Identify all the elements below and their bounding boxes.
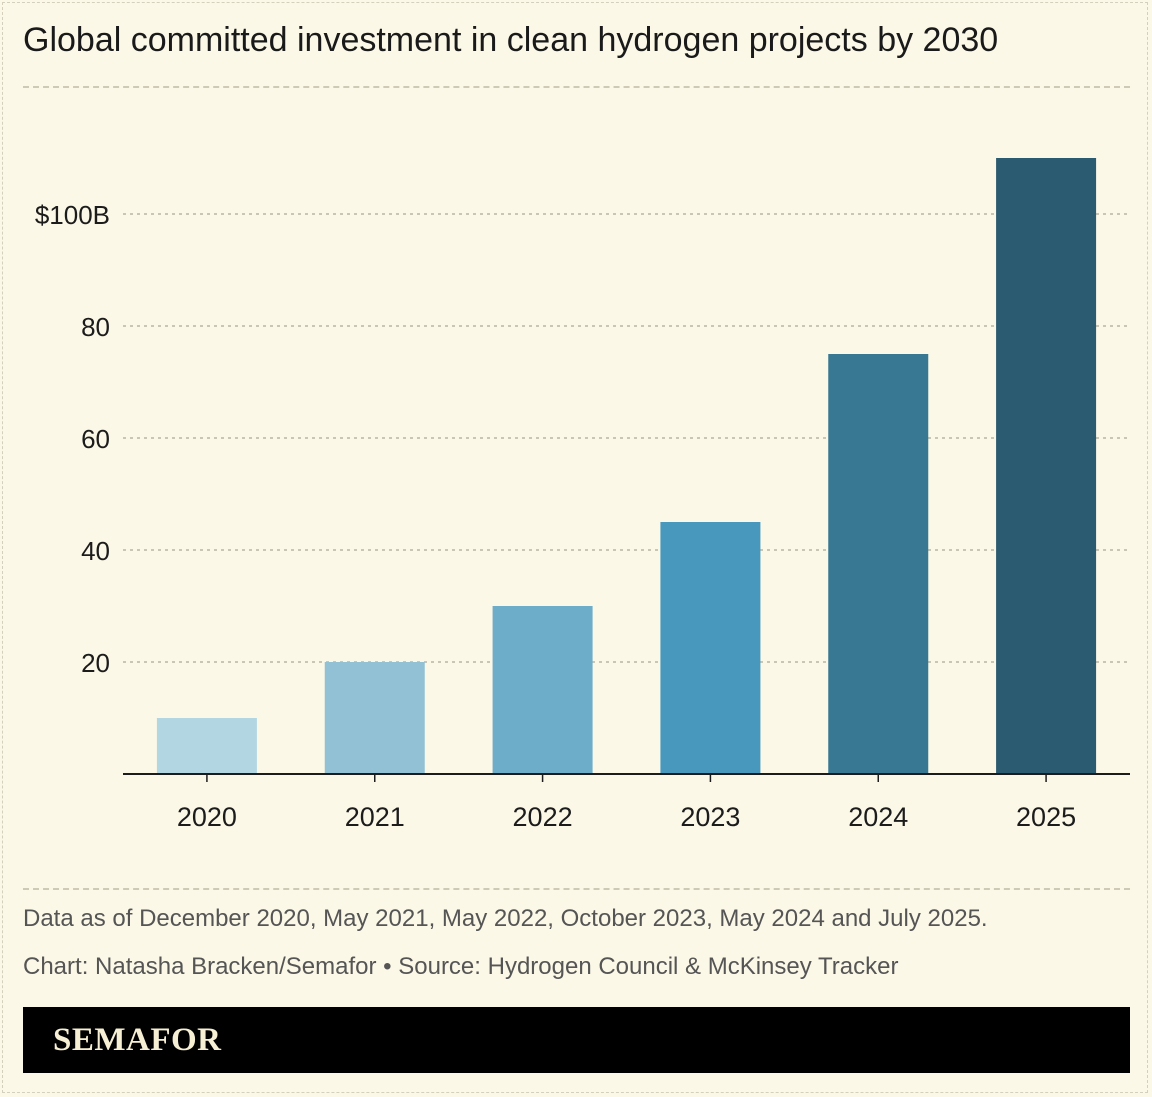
bar-2023	[660, 522, 761, 774]
semafor-logo: SEMAFOR	[53, 1022, 222, 1058]
x-tick-label: 2021	[345, 802, 405, 832]
bar-2024	[828, 354, 929, 774]
chart-title: Global committed investment in clean hyd…	[23, 21, 999, 59]
y-tick-label: 20	[81, 648, 110, 678]
title-divider	[23, 86, 1130, 88]
bar-2025	[996, 158, 1097, 774]
bar-2021	[324, 662, 425, 774]
y-tick-label: $100B	[35, 200, 110, 230]
x-tick-label: 2024	[848, 802, 908, 832]
y-tick-label: 40	[81, 536, 110, 566]
x-tick-label: 2023	[680, 802, 740, 832]
source-credit: Chart: Natasha Bracken/Semafor • Source:…	[23, 953, 899, 980]
brand-bar: SEMAFOR	[23, 1007, 1130, 1073]
x-tick-label: 2022	[513, 802, 573, 832]
y-tick-label: 80	[81, 312, 110, 342]
x-tick-label: 2020	[177, 802, 237, 832]
bar-2022	[492, 606, 593, 774]
data-date-note: Data as of December 2020, May 2021, May …	[23, 905, 988, 932]
bar-chart: 20 40 60 80 $100B 2020 2021 2022 2023 2024 2025	[35, 158, 1130, 832]
footer-divider	[23, 888, 1130, 890]
y-tick-label: 60	[81, 424, 110, 454]
x-tick-label: 2025	[1016, 802, 1076, 832]
bar-2020	[156, 718, 257, 774]
